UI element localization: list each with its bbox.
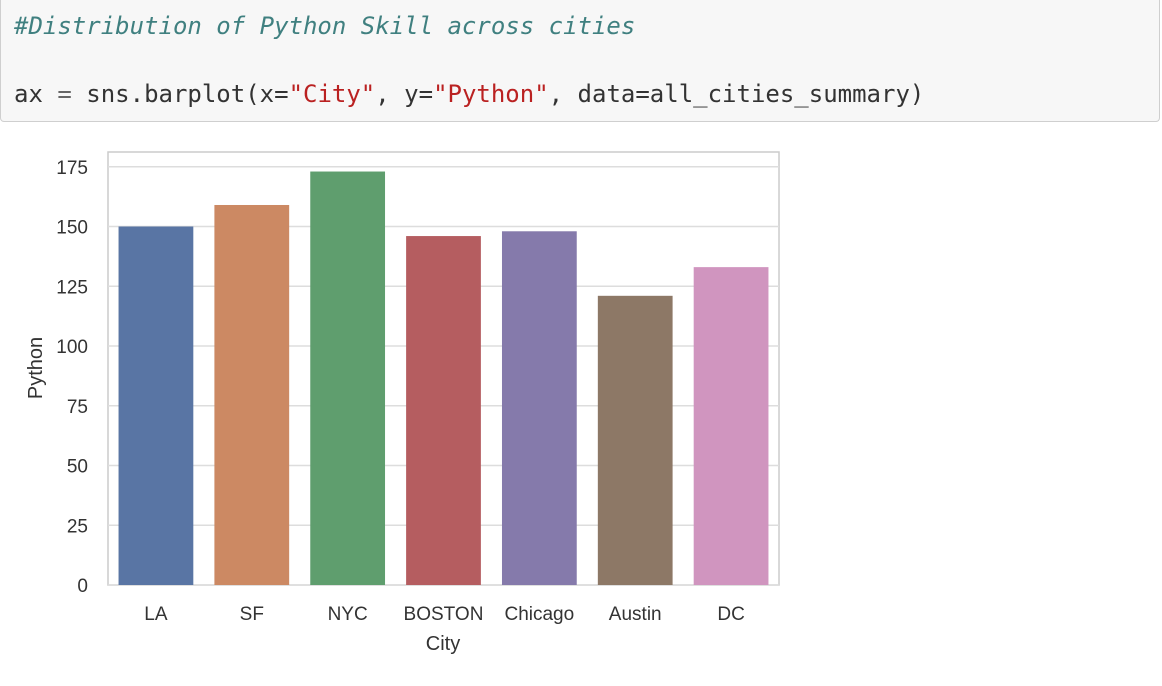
y-tick-label: 175 (56, 158, 88, 179)
x-tick-label: DC (717, 604, 744, 625)
code-var: ax (14, 80, 43, 108)
y-tick-label: 75 (67, 397, 88, 418)
x-tick-label: LA (144, 604, 168, 625)
y-tick-label: 150 (56, 218, 88, 239)
code-comment: #Distribution of Python Skill across cit… (14, 12, 636, 40)
bars (118, 171, 769, 585)
bar-nyc (310, 171, 386, 585)
y-tick-label: 0 (77, 576, 88, 597)
bar-chicago (501, 231, 577, 585)
x-tick-label: SF (240, 604, 264, 625)
code-call: sns.barplot(x= (86, 80, 289, 108)
x-axis-label: City (426, 633, 460, 655)
y-tick-label: 50 (67, 457, 88, 478)
x-tick-label: Austin (609, 604, 662, 625)
y-tick-label: 100 (56, 337, 88, 358)
code-operator: = (42, 80, 87, 108)
code-line: ax = sns.barplot(x="City", y="Python", d… (14, 80, 924, 108)
x-tick-label: NYC (328, 604, 368, 625)
x-tick-label: BOSTON (404, 604, 484, 625)
code-rest: , data=all_cities_summary) (548, 80, 925, 108)
y-tick-label: 125 (56, 277, 88, 298)
output-area: 0 25 50 75 100 125 150 175 LA SF NYC BOSTON Chicago… (0, 122, 1162, 682)
x-tick-labels: LA SF NYC BOSTON Chicago Austin DC (144, 604, 744, 625)
bar-dc (693, 267, 769, 585)
bar-la (118, 226, 194, 585)
code-cell[interactable]: #Distribution of Python Skill across cit… (0, 0, 1160, 122)
y-axis-label: Python (25, 337, 47, 399)
bar-austin (597, 295, 673, 585)
code-sep: , y= (375, 80, 434, 108)
bar-boston (406, 236, 481, 585)
bar-chart: 0 25 50 75 100 125 150 175 LA SF NYC BOSTON Chicago… (25, 151, 780, 655)
bar-sf (214, 204, 290, 585)
x-tick-label: Chicago (504, 604, 574, 625)
y-tick-label: 25 (67, 516, 88, 537)
y-tick-labels: 0 25 50 75 100 125 150 175 (56, 158, 88, 597)
code-string-y: "Python" (433, 80, 549, 108)
code-string-x: "City" (288, 80, 376, 108)
